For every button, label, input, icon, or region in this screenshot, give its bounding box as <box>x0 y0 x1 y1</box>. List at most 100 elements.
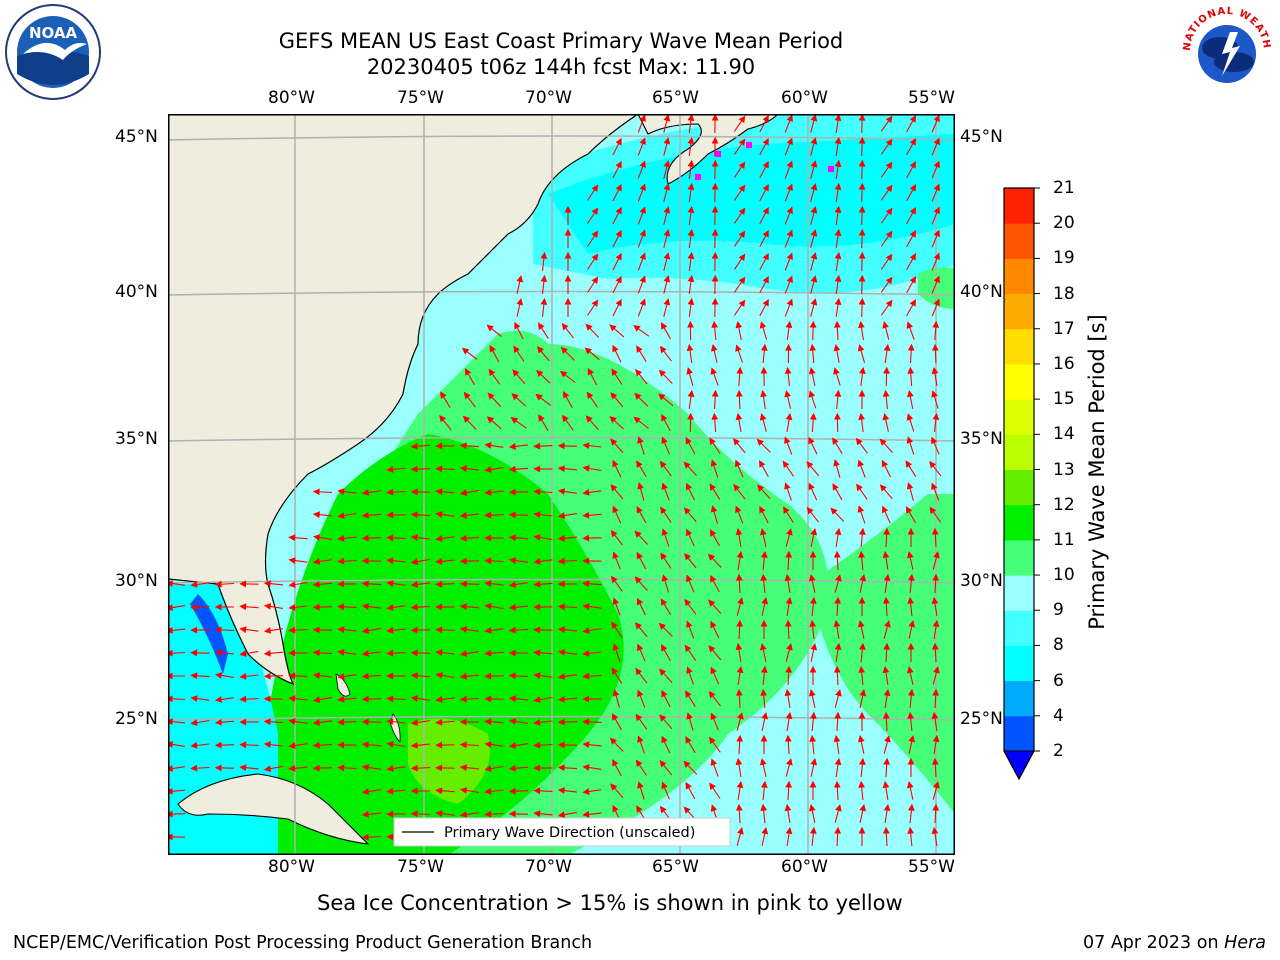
wave-arrow-head <box>639 160 646 168</box>
colorbar-tick-label: 15 <box>1053 389 1075 410</box>
lon-label-bottom-75w: 75°W <box>397 857 444 877</box>
wave-arrow-head <box>361 557 369 565</box>
wave-arrow-head <box>885 276 893 285</box>
wave-arrow-head <box>615 160 622 169</box>
wave-arrow-head <box>786 252 793 261</box>
wave-arrow-head <box>879 438 887 446</box>
wave-arrow-head <box>312 626 320 634</box>
wave-arrow-head <box>808 390 816 398</box>
wave-arrow-head <box>857 505 865 513</box>
wave-arrow-head <box>560 346 568 354</box>
wave-arrow-head <box>615 275 622 284</box>
wave-arrow-head <box>386 787 394 795</box>
wave-period-band-north-core <box>548 134 955 254</box>
wave-arrow-head <box>484 741 492 748</box>
wave-arrow-head <box>711 228 719 236</box>
wave-arrow-head <box>288 649 296 657</box>
wave-arrow-head <box>906 413 914 421</box>
wave-arrow-head <box>508 764 516 772</box>
wave-arrow-head <box>809 320 817 328</box>
wave-arrow-head <box>484 672 492 680</box>
wave-arrow-head <box>834 182 842 191</box>
wave-arrow-head <box>735 459 742 468</box>
wave-arrow-head <box>784 734 792 742</box>
wave-arrow-head <box>785 320 793 329</box>
wave-arrow-head <box>486 416 495 424</box>
wave-arrow-head <box>884 620 891 628</box>
wave-arrow-head <box>582 465 590 472</box>
lon-label-bottom-70w: 70°W <box>525 857 572 877</box>
wave-arrow-head <box>361 788 370 795</box>
wave-arrow-head <box>882 505 889 514</box>
wave-arrow-head <box>591 299 599 307</box>
wave-arrow-head <box>386 765 394 772</box>
wave-arrow-head <box>710 666 717 675</box>
wave-arrow-head <box>508 672 516 680</box>
colorbar-tick-label: 12 <box>1053 494 1075 515</box>
wave-arrow-head <box>932 688 940 696</box>
wave-arrow-head <box>536 369 544 378</box>
wave-arrow-head <box>686 528 693 537</box>
wave-period-band-10-11 <box>268 434 624 855</box>
wave-arrow-head <box>907 803 915 811</box>
wave-arrow-head <box>637 643 644 652</box>
wave-arrow-head <box>834 251 842 260</box>
wave-arrow-head <box>882 389 890 397</box>
wave-arrow-head <box>709 529 717 537</box>
wave-arrow-head <box>459 811 468 818</box>
wave-arrow-head <box>288 695 296 703</box>
wave-arrow-head <box>786 229 793 238</box>
wave-arrow-head <box>909 299 917 307</box>
colorbar-tick-label: 21 <box>1053 178 1075 198</box>
wave-arrow-head <box>906 665 914 674</box>
wave-arrow-head <box>932 320 940 328</box>
wave-arrow-head <box>808 688 816 697</box>
wave-arrow-head <box>786 298 793 307</box>
wave-arrow-head <box>386 626 394 634</box>
wave-arrow-head <box>533 511 541 518</box>
wave-arrow-head <box>214 580 222 588</box>
wave-arrow-head <box>808 366 816 375</box>
wave-arrow-head <box>760 665 768 673</box>
wave-arrow-head <box>761 711 769 720</box>
wave-arrow-head <box>881 459 889 468</box>
wave-arrow-head <box>591 207 599 215</box>
wave-arrow-head <box>859 573 867 582</box>
wave-arrow-head <box>611 368 618 376</box>
wave-arrow-head <box>855 437 863 446</box>
wave-arrow-head <box>410 719 419 726</box>
wave-arrow-head <box>410 741 418 749</box>
wave-arrow-head <box>885 299 893 308</box>
wave-arrow-head <box>909 276 917 284</box>
wave-arrow-head <box>540 274 548 282</box>
wave-arrow-head <box>806 461 814 469</box>
wave-arrow-head <box>883 343 891 352</box>
wave-arrow-head <box>858 665 866 673</box>
wave-arrow-head <box>687 412 694 420</box>
wave-arrow-head <box>733 438 740 446</box>
wave-arrow-head <box>711 389 719 397</box>
wave-arrow-head <box>879 484 887 492</box>
wave-arrow-head <box>535 393 543 401</box>
wave-arrow-head <box>486 324 494 332</box>
wave-arrow-head <box>239 764 247 772</box>
wave-arrow-head <box>633 325 641 332</box>
lat-label-left-35n: 35°N <box>115 429 158 449</box>
wave-arrow-head <box>513 345 520 354</box>
wave-arrow-head <box>386 833 394 841</box>
wave-arrow-head <box>710 367 718 375</box>
wave-arrow-head <box>786 206 793 215</box>
wave-arrow-head <box>459 603 467 611</box>
wave-arrow-head <box>786 643 793 651</box>
wave-arrow-head <box>810 642 818 651</box>
wave-arrow-head <box>907 757 915 765</box>
lat-label-right-45n: 45°N <box>960 127 1003 147</box>
wave-arrow-head <box>809 826 817 834</box>
wave-arrow-head <box>361 833 369 841</box>
colorbar-segment <box>1004 575 1034 611</box>
wave-arrow-head <box>591 184 599 192</box>
wave-arrow-head <box>785 412 793 421</box>
wave-arrow-head <box>761 826 769 835</box>
wave-arrow-head <box>612 643 620 651</box>
wave-arrow-head <box>634 530 642 538</box>
